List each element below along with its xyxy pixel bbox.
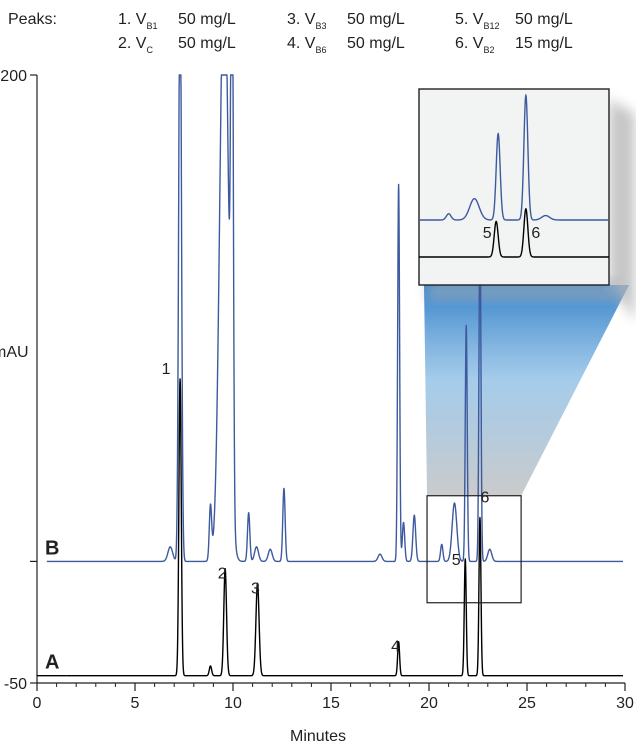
x-tick-label: 20 bbox=[420, 695, 438, 712]
peak-label: 6 bbox=[481, 490, 490, 507]
peak-legend-label: 1. VB1 bbox=[118, 11, 157, 31]
peak-label: 4 bbox=[391, 639, 400, 656]
peak-legend-concentration: 15 mg/L bbox=[515, 35, 573, 52]
y-tick-label: 200 bbox=[0, 68, 27, 85]
peak-legend-item: 2. VC 50 mg/L bbox=[118, 35, 236, 55]
peak-legend-item: 4. VB6 50 mg/L bbox=[287, 35, 405, 55]
series-label-a: A bbox=[45, 652, 59, 674]
y-axis-title: mAU bbox=[0, 344, 29, 361]
peak-legend-concentration: 50 mg/L bbox=[178, 35, 236, 52]
x-tick-label: 5 bbox=[131, 695, 140, 712]
trace-b bbox=[46, 74, 624, 563]
peak-label: 3 bbox=[251, 580, 260, 597]
zoom-box bbox=[426, 495, 522, 604]
x-tick-label: 25 bbox=[518, 695, 536, 712]
trace-a bbox=[65, 378, 624, 677]
peak-label: 5 bbox=[452, 552, 461, 569]
inset-peak-label: 5 bbox=[483, 225, 492, 242]
peak-legend-label: 5. VB12 bbox=[455, 11, 499, 31]
inset-shadow bbox=[609, 99, 635, 320]
x-axis-title: Minutes bbox=[290, 728, 346, 745]
peak-legend-concentration: 50 mg/L bbox=[347, 11, 405, 28]
peak-legend-label: 4. VB6 bbox=[287, 35, 326, 55]
series-label-b: B bbox=[45, 537, 59, 559]
inset-trace-a bbox=[419, 207, 609, 258]
peak-legend-concentration: 50 mg/L bbox=[347, 35, 405, 52]
peak-label: 1 bbox=[162, 361, 171, 378]
peak-legend-concentration: 50 mg/L bbox=[178, 11, 236, 28]
y-tick-label: -50 bbox=[4, 676, 27, 693]
peak-legend-concentration: 50 mg/L bbox=[515, 11, 573, 28]
peak-legend-item: 5. VB12 50 mg/L bbox=[455, 11, 573, 31]
peaks-legend: Peaks: 1. VB1 50 mg/L 2. VC 50 mg/L 3. VB3 50… bbox=[8, 11, 573, 55]
x-tick-label: 10 bbox=[224, 695, 242, 712]
inset-trace-b bbox=[419, 93, 609, 221]
peak-label: 2 bbox=[218, 566, 227, 583]
zoom-box-outline bbox=[426, 495, 522, 604]
x-tick-label: 30 bbox=[616, 695, 634, 712]
peak-legend-item: 3. VB3 50 mg/L bbox=[287, 11, 405, 31]
peak-labels: 1 2 3 4 5 6 bbox=[162, 361, 490, 656]
inset-frame bbox=[418, 88, 610, 286]
peak-legend-label: 6. VB2 bbox=[455, 35, 494, 55]
axes: 200-500 5 10 15 20 25 30 bbox=[0, 68, 634, 712]
x-tick-label: 0 bbox=[33, 695, 42, 712]
peak-legend-label: 2. VC bbox=[118, 35, 153, 55]
traces: AB bbox=[37, 74, 624, 677]
peak-legend-item: 1. VB1 50 mg/L bbox=[118, 11, 236, 31]
x-tick-label: 15 bbox=[322, 695, 340, 712]
peak-legend-label: 3. VB3 bbox=[287, 11, 326, 31]
peaks-legend-title: Peaks: bbox=[8, 11, 57, 28]
zoom-beam-shape bbox=[424, 285, 629, 496]
peak-legend-item: 6. VB2 15 mg/L bbox=[455, 35, 573, 55]
zoom-beam bbox=[424, 99, 635, 496]
inset-peak-label: 6 bbox=[531, 225, 540, 242]
